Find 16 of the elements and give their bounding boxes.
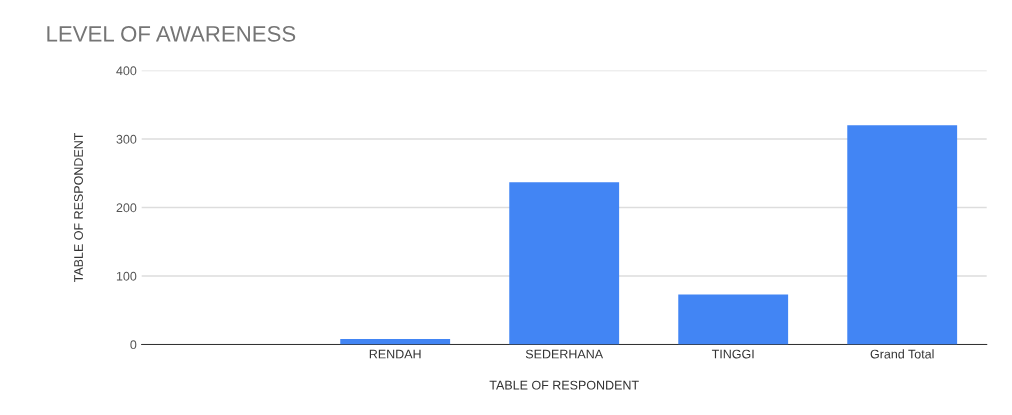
y-tick-label: 200: [116, 203, 137, 213]
x-axis-title: TABLE OF RESPONDENT: [489, 380, 639, 390]
bar: [509, 182, 620, 345]
y-tick-label: 300: [116, 134, 137, 144]
y-tick-label: 0: [130, 340, 137, 350]
x-tick-label: TINGGI: [711, 349, 754, 359]
bar: [340, 338, 451, 345]
x-tick-label: SEDERHANA: [525, 349, 604, 359]
bar: [678, 294, 789, 345]
bar: [847, 125, 958, 345]
chart-title: LEVEL OF AWARENESS: [47, 25, 296, 42]
x-tick-label: RENDAH: [369, 349, 421, 359]
y-axis-title: TABLE OF RESPONDENT: [74, 132, 83, 283]
x-tick-label: Grand Total: [870, 349, 934, 359]
y-tick-label: 400: [116, 66, 137, 76]
y-tick-label: 100: [116, 271, 137, 281]
